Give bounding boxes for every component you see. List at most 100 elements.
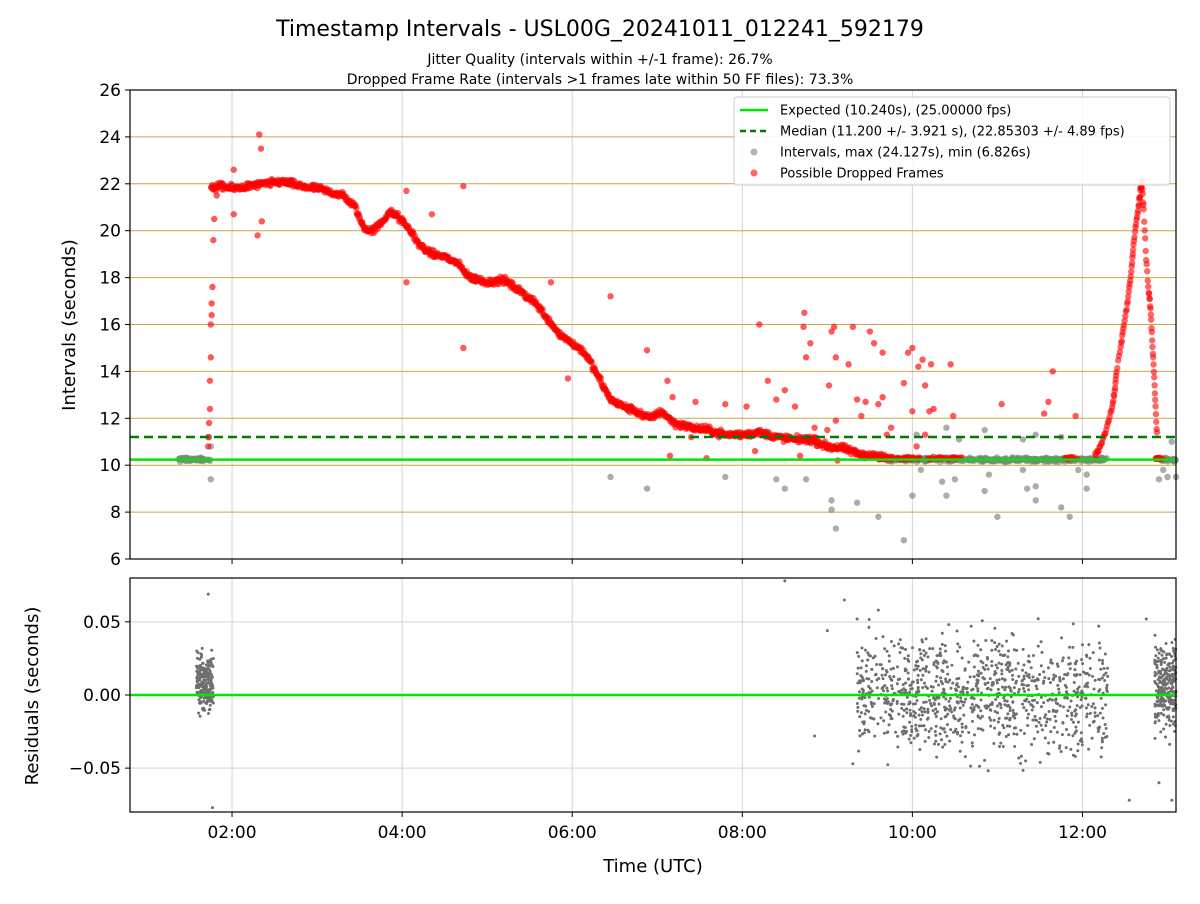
residual-point: [1017, 674, 1021, 678]
residual-point: [1168, 742, 1172, 746]
residual-point: [1158, 680, 1162, 684]
residual-point: [956, 685, 960, 689]
residual-point: [1074, 712, 1078, 716]
residual-point: [867, 677, 871, 681]
residual-point: [1155, 659, 1159, 663]
residual-point: [1153, 633, 1157, 637]
legend-entry-label: Median (11.200 +/- 3.921 s), (22.85303 +…: [780, 125, 1125, 140]
residual-point: [934, 679, 938, 683]
residual-point: [943, 705, 947, 709]
residual-point: [900, 706, 904, 710]
residual-point: [886, 730, 890, 734]
residual-point: [977, 705, 981, 709]
interval-outlier-point: [607, 473, 614, 481]
residual-point: [1164, 683, 1168, 687]
residual-point: [1009, 688, 1013, 692]
dropped-frame-outlier-point: [824, 426, 831, 434]
residual-point: [970, 741, 974, 745]
residual-point: [952, 714, 956, 718]
residual-point: [1052, 740, 1056, 744]
residual-point: [1003, 678, 1007, 682]
residual-point: [1003, 653, 1007, 657]
residual-point: [1008, 709, 1012, 713]
interval-outlier-point: [1164, 473, 1171, 481]
residual-point: [918, 648, 922, 652]
interval-outlier-point: [1075, 466, 1082, 474]
dropped-frame-outlier-point: [811, 433, 818, 441]
dropped-frame-outlier-point: [998, 401, 1005, 408]
residual-point: [1073, 661, 1077, 665]
dropped-frame-outlier-point: [751, 447, 759, 455]
residual-point: [1047, 741, 1051, 745]
residual-point: [945, 723, 949, 727]
residual-point: [986, 667, 990, 671]
residual-point: [1038, 673, 1042, 677]
residual-point: [939, 738, 943, 742]
residual-point: [208, 696, 212, 700]
residual-point: [1030, 743, 1034, 747]
residual-point: [210, 648, 214, 652]
residual-point: [1027, 654, 1031, 658]
residual-point: [1068, 705, 1072, 709]
residual-point: [1157, 651, 1161, 655]
residual-point: [1105, 683, 1109, 687]
residual-point: [1015, 732, 1019, 736]
residual-point: [866, 728, 870, 732]
residual-point: [882, 689, 886, 693]
residual-point: [1035, 687, 1039, 691]
residual-point: [934, 707, 938, 711]
residual-point: [1027, 700, 1031, 704]
dropped-frame-outlier-point: [875, 401, 882, 408]
residual-point: [896, 745, 900, 749]
residual-point: [981, 661, 985, 665]
interval-outlier-point: [802, 476, 810, 483]
residual-point: [1052, 725, 1056, 729]
residual-point: [976, 679, 980, 683]
residual-point: [211, 656, 215, 660]
residual-point: [990, 702, 994, 706]
residual-point: [1064, 695, 1068, 699]
residual-point: [896, 734, 900, 738]
residual-point: [1066, 672, 1070, 676]
residual-point: [971, 744, 975, 748]
residual-point: [921, 686, 925, 690]
residual-point: [1059, 749, 1063, 753]
residual-point: [198, 684, 202, 688]
residual-point: [1069, 699, 1073, 703]
dropped-frame-spike-point: [1141, 227, 1148, 234]
residual-point: [1016, 690, 1020, 694]
residual-point: [943, 742, 947, 746]
residual-point: [1159, 647, 1163, 651]
residual-point: [1030, 703, 1034, 707]
residual-point: [937, 683, 941, 687]
residual-point: [1053, 709, 1057, 713]
residual-point: [948, 739, 952, 743]
residual-point: [916, 664, 920, 668]
residual-point: [1083, 684, 1087, 688]
residual-point: [1013, 745, 1017, 749]
dropped-frame-outlier-point: [866, 328, 874, 335]
residual-point: [1163, 735, 1167, 739]
interval-outlier-point: [943, 492, 950, 499]
dropped-frame-outlier-point: [930, 405, 937, 413]
residual-point: [933, 729, 937, 733]
residual-point: [1021, 768, 1025, 772]
dropped-frame-spike-point: [1111, 384, 1119, 392]
residual-point: [858, 715, 862, 719]
residual-point: [195, 656, 199, 660]
residual-point: [885, 649, 889, 653]
residual-point: [870, 716, 874, 720]
residual-point: [857, 696, 861, 700]
residual-point: [922, 724, 926, 728]
residual-point: [897, 712, 901, 716]
dropped-frame-outlier-point: [832, 354, 840, 361]
residual-point: [855, 702, 859, 706]
interval-outlier-point: [900, 537, 908, 544]
residual-point: [858, 729, 862, 733]
dropped-frame-point: [394, 209, 402, 217]
dropped-frame-outlier-point: [692, 398, 699, 406]
residual-point: [208, 674, 212, 678]
residual-point: [948, 678, 952, 682]
residual-point: [1039, 664, 1043, 668]
residual-point: [1038, 716, 1042, 720]
